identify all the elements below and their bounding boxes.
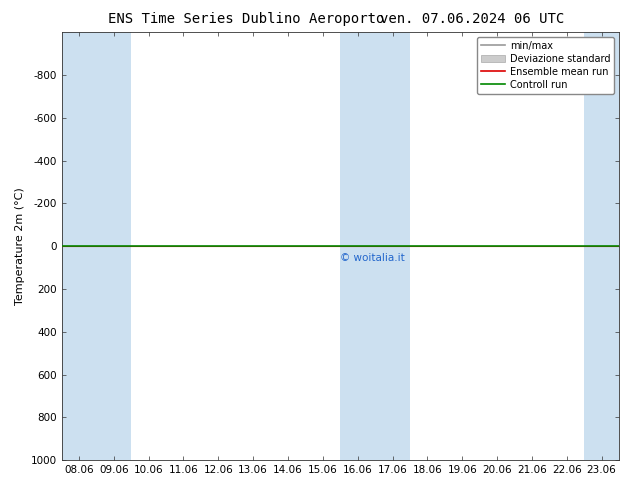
Y-axis label: Temperature 2m (°C): Temperature 2m (°C) xyxy=(15,187,25,305)
Legend: min/max, Deviazione standard, Ensemble mean run, Controll run: min/max, Deviazione standard, Ensemble m… xyxy=(477,37,614,94)
Bar xyxy=(584,32,634,460)
Text: ENS Time Series Dublino Aeroporto: ENS Time Series Dublino Aeroporto xyxy=(108,12,384,26)
Bar xyxy=(61,32,131,460)
Text: ven. 07.06.2024 06 UTC: ven. 07.06.2024 06 UTC xyxy=(380,12,565,26)
Bar xyxy=(340,32,410,460)
Text: © woitalia.it: © woitalia.it xyxy=(340,252,405,263)
